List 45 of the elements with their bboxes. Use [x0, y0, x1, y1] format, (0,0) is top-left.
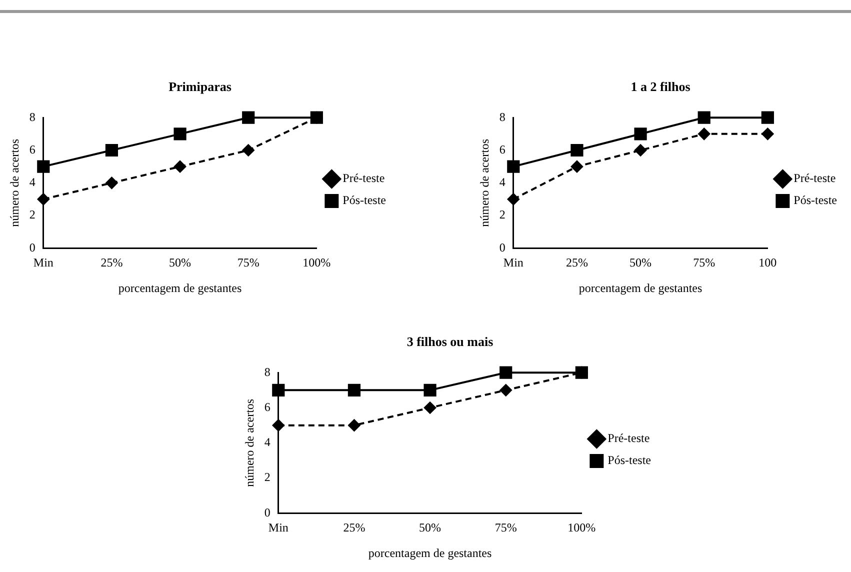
y-tick-label: 4 — [264, 435, 270, 450]
x-tick-label: 100% — [302, 256, 331, 270]
x-tick-label: Min — [33, 256, 54, 270]
y-tick-label: 8 — [29, 110, 36, 124]
x-tick-label: Min — [268, 520, 288, 535]
y-tick-label: 8 — [264, 364, 270, 379]
chart-title: 3 filhos ou mais — [406, 334, 494, 350]
y-tick-label: 2 — [264, 470, 270, 484]
y-tick-label: 0 — [29, 240, 36, 254]
legend-label: Pré-teste — [794, 171, 836, 186]
y-tick-label: 8 — [499, 110, 506, 124]
x-tick-label: 100 — [758, 256, 777, 270]
x-tick-label: Min — [503, 256, 524, 270]
y-tick-label: 6 — [264, 400, 270, 414]
x-axis-title: porcentagem de gestantes — [368, 546, 492, 560]
y-axis-title: número de acertos — [477, 138, 492, 227]
y-tick-label: 2 — [29, 208, 36, 222]
y-axis-title: número de acertos — [7, 138, 22, 227]
x-tick-label: 25% — [100, 256, 123, 270]
y-tick-label: 0 — [499, 240, 506, 254]
legend-label: Pós-teste — [794, 193, 838, 208]
x-tick-label: 50% — [419, 520, 442, 535]
x-tick-label: 75% — [237, 256, 260, 270]
legend-label: Pré-teste — [608, 431, 650, 446]
legend-label: Pós-teste — [342, 193, 386, 208]
x-axis-title: porcentagem de gestantes — [578, 280, 703, 295]
chart-title: Primiparas — [168, 79, 232, 94]
y-tick-label: 4 — [29, 175, 36, 190]
legend-label: Pré-teste — [342, 171, 385, 186]
x-tick-label: 25% — [566, 256, 588, 270]
y-axis-title: número de acertos — [242, 398, 256, 487]
y-tick-label: 0 — [264, 505, 270, 520]
y-tick-label: 6 — [499, 142, 506, 156]
x-tick-label: 100% — [568, 520, 596, 535]
chart-title: 1 a 2 filhos — [630, 79, 690, 94]
x-tick-label: 75% — [693, 256, 716, 270]
x-tick-label: 25% — [343, 520, 366, 535]
y-tick-label: 2 — [499, 208, 506, 222]
x-tick-label: 75% — [494, 520, 517, 535]
x-tick-label: 50% — [630, 256, 652, 270]
y-tick-label: 6 — [29, 142, 36, 156]
y-tick-label: 4 — [499, 175, 506, 190]
x-axis-title: porcentagem de gestantes — [118, 280, 242, 295]
x-tick-label: 50% — [169, 256, 192, 270]
legend-label: Pós-teste — [608, 453, 652, 468]
